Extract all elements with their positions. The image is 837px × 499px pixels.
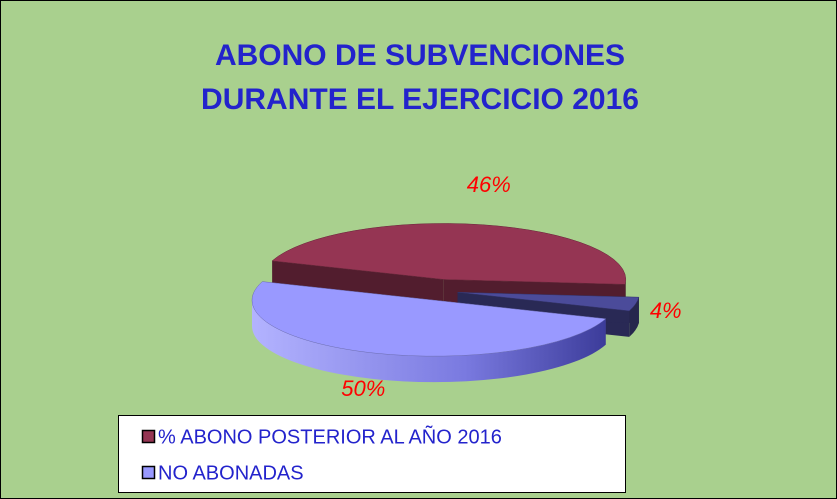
legend [118,415,626,493]
data-label: 50% [341,376,385,401]
legend-label: NO ABONADAS [158,462,304,484]
slice [251,281,607,357]
legend-marker [141,429,156,444]
legend-marker [141,465,156,480]
legend-label: % ABONO POSTERIOR AL AÑO 2016 [158,424,502,448]
data-label: 46% [467,172,511,197]
slice [457,292,640,312]
slice-side [629,297,639,337]
slice-side [252,300,606,383]
chart-title: ABONO DE SUBVENCIONES [215,39,625,72]
data-label: 4% [650,298,682,323]
chart-subtitle: DURANTE EL EJERCICIO 2016 [201,83,639,116]
slice [271,223,626,285]
slice-cut-face [272,260,444,306]
